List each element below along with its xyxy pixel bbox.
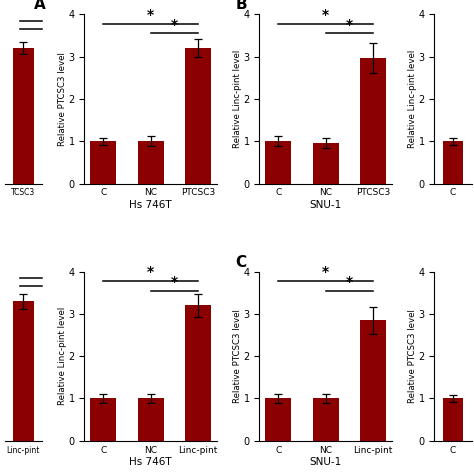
Bar	[13, 301, 34, 441]
X-axis label: Hs 746T: Hs 746T	[129, 457, 172, 467]
Bar	[185, 48, 211, 183]
Y-axis label: Relative PTCSC3 level: Relative PTCSC3 level	[408, 309, 417, 403]
Y-axis label: Relative PTCSC3 level: Relative PTCSC3 level	[233, 309, 242, 403]
Bar	[265, 399, 292, 441]
Bar	[13, 48, 34, 183]
Bar	[443, 399, 463, 441]
Bar	[137, 399, 164, 441]
Y-axis label: Relative Linc-pint level: Relative Linc-pint level	[408, 50, 417, 148]
Bar	[91, 141, 116, 183]
Text: *: *	[346, 275, 353, 289]
Bar	[185, 305, 211, 441]
Bar	[91, 399, 116, 441]
Text: *: *	[147, 265, 154, 279]
Bar	[265, 141, 292, 183]
Y-axis label: Relative Linc-pint level: Relative Linc-pint level	[58, 307, 67, 405]
Bar	[313, 399, 339, 441]
Text: C: C	[236, 255, 246, 270]
Text: *: *	[322, 8, 329, 22]
X-axis label: SNU-1: SNU-1	[310, 200, 342, 210]
Text: *: *	[171, 18, 178, 32]
Bar	[443, 141, 463, 183]
Text: *: *	[346, 18, 353, 32]
Bar	[360, 58, 386, 183]
Text: A: A	[34, 0, 46, 12]
Text: *: *	[147, 8, 154, 22]
Bar	[360, 320, 386, 441]
Bar	[137, 141, 164, 183]
Bar	[313, 143, 339, 183]
X-axis label: SNU-1: SNU-1	[310, 457, 342, 467]
Text: B: B	[236, 0, 247, 12]
X-axis label: Hs 746T: Hs 746T	[129, 200, 172, 210]
Y-axis label: Relative PTCSC3 level: Relative PTCSC3 level	[58, 52, 67, 146]
Text: *: *	[322, 265, 329, 279]
Text: *: *	[171, 275, 178, 289]
Y-axis label: Relative Linc-pint level: Relative Linc-pint level	[233, 50, 242, 148]
